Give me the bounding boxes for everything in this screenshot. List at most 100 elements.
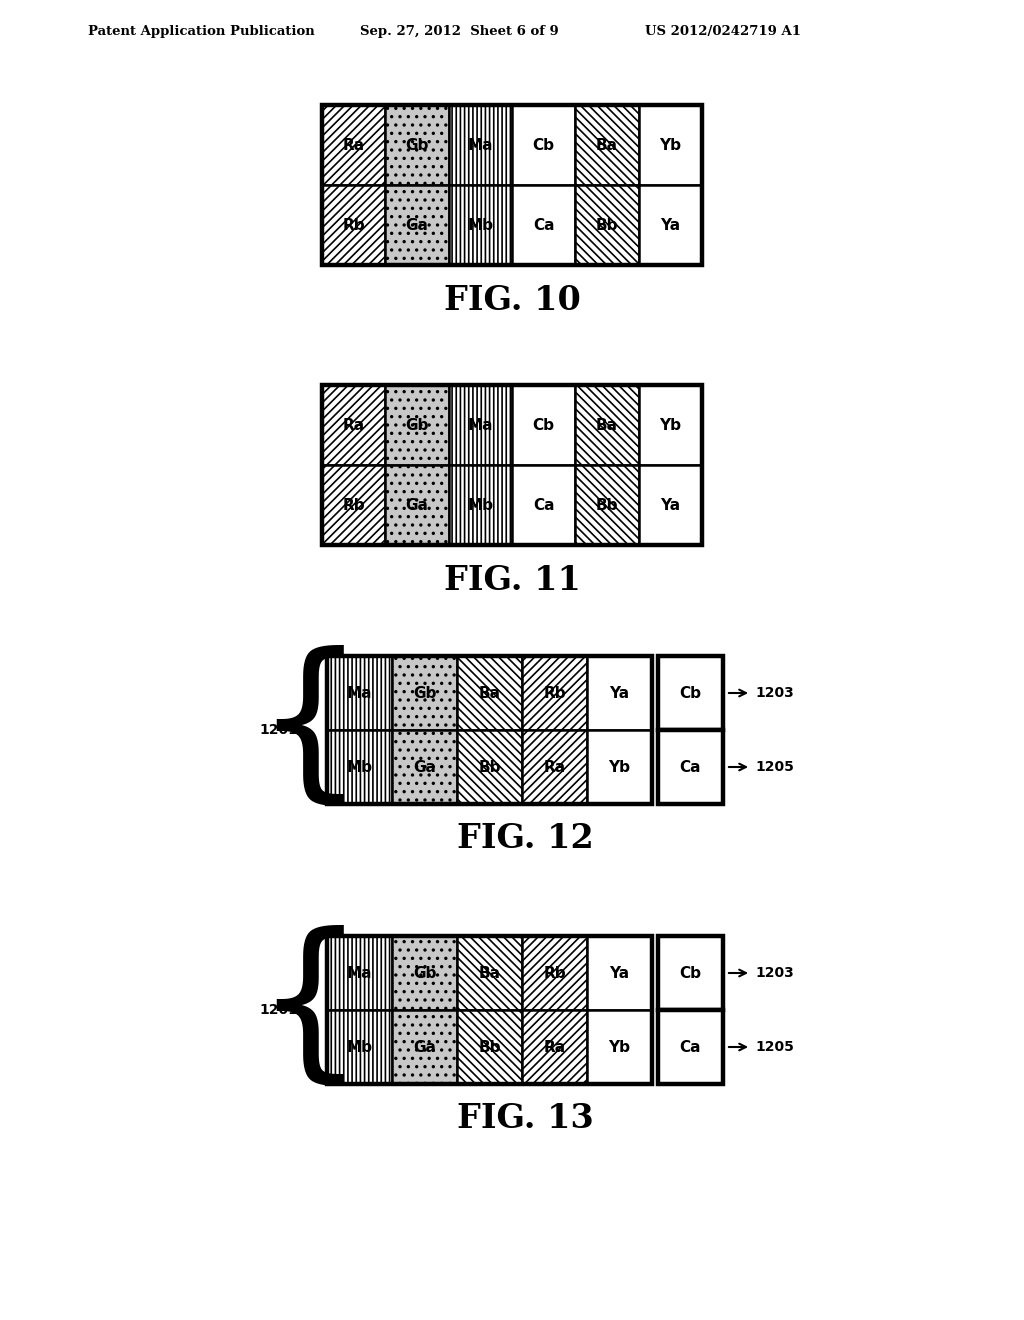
Text: Ya: Ya [660, 498, 680, 512]
Bar [385, 385, 449, 465]
Bar [322, 385, 385, 465]
Text: Gb: Gb [413, 685, 436, 701]
Text: Ba: Ba [596, 417, 618, 433]
Text: Ya: Ya [609, 965, 630, 981]
Bar [392, 936, 457, 1010]
Bar [575, 385, 639, 465]
Text: 1203: 1203 [755, 966, 794, 979]
Bar [658, 656, 723, 730]
Text: Mb: Mb [467, 218, 494, 232]
Bar [385, 185, 449, 265]
Text: Rb: Rb [342, 218, 365, 232]
Text: Ca: Ca [680, 1040, 701, 1055]
Text: Ba: Ba [478, 685, 501, 701]
Text: Cb: Cb [680, 685, 701, 701]
Text: 1203: 1203 [755, 686, 794, 700]
Text: FIG. 11: FIG. 11 [443, 564, 581, 597]
Text: Ma: Ma [468, 137, 494, 153]
Text: Mb: Mb [346, 759, 373, 775]
Bar [522, 730, 587, 804]
Text: Ra: Ra [343, 137, 365, 153]
Text: 1205: 1205 [755, 1040, 794, 1053]
Text: Rb: Rb [543, 685, 566, 701]
Bar [327, 656, 392, 730]
Text: Ca: Ca [532, 498, 554, 512]
Bar [512, 106, 575, 185]
Text: US 2012/0242719 A1: US 2012/0242719 A1 [645, 25, 801, 38]
Text: Ca: Ca [680, 759, 701, 775]
Bar [322, 106, 702, 265]
Text: Ya: Ya [609, 685, 630, 701]
Text: Cb: Cb [680, 965, 701, 981]
Text: FIG. 12: FIG. 12 [457, 822, 593, 855]
Text: Ca: Ca [532, 218, 554, 232]
Bar [457, 1010, 522, 1084]
Text: Yb: Yb [659, 137, 681, 153]
Bar [327, 936, 392, 1010]
Bar [322, 385, 702, 545]
Bar [587, 656, 652, 730]
Bar [449, 385, 512, 465]
Text: Mb: Mb [467, 498, 494, 512]
Bar [327, 1010, 392, 1084]
Text: Gb: Gb [406, 417, 429, 433]
Text: 1205: 1205 [755, 760, 794, 774]
Text: FIG. 10: FIG. 10 [443, 284, 581, 317]
Bar [322, 185, 385, 265]
Bar [639, 106, 702, 185]
Bar [575, 465, 639, 545]
Bar [587, 730, 652, 804]
Text: Ra: Ra [544, 1040, 565, 1055]
Text: {: { [254, 645, 365, 814]
Text: Ba: Ba [478, 965, 501, 981]
Text: Gb: Gb [413, 965, 436, 981]
Text: Yb: Yb [608, 1040, 631, 1055]
Bar [449, 185, 512, 265]
Bar [658, 730, 723, 804]
Text: Sep. 27, 2012  Sheet 6 of 9: Sep. 27, 2012 Sheet 6 of 9 [360, 25, 559, 38]
Text: Yb: Yb [659, 417, 681, 433]
Bar [658, 936, 723, 1010]
Text: Ba: Ba [596, 137, 618, 153]
Text: Bb: Bb [478, 1040, 501, 1055]
Text: Ma: Ma [347, 965, 373, 981]
Bar [658, 1010, 723, 1084]
Bar [327, 730, 392, 804]
Text: Cb: Cb [532, 137, 555, 153]
Text: Rb: Rb [342, 498, 365, 512]
Text: Ma: Ma [468, 417, 494, 433]
Bar [587, 1010, 652, 1084]
Bar [639, 385, 702, 465]
Bar [392, 656, 457, 730]
Bar [457, 656, 522, 730]
Bar [522, 1010, 587, 1084]
Text: Ga: Ga [406, 218, 428, 232]
Bar [385, 106, 449, 185]
Bar [575, 185, 639, 265]
Bar [457, 730, 522, 804]
Text: Ga: Ga [413, 1040, 436, 1055]
Bar [522, 936, 587, 1010]
Text: Bb: Bb [596, 498, 618, 512]
Bar [587, 936, 652, 1010]
Text: Bb: Bb [596, 218, 618, 232]
Bar [449, 106, 512, 185]
Bar [512, 465, 575, 545]
Text: 1201: 1201 [259, 723, 298, 737]
Bar [392, 1010, 457, 1084]
Text: Cb: Cb [532, 417, 555, 433]
Bar [327, 936, 652, 1084]
Text: Ga: Ga [413, 759, 436, 775]
Text: Gb: Gb [406, 137, 429, 153]
Bar [322, 465, 385, 545]
Text: Bb: Bb [478, 759, 501, 775]
Text: Ma: Ma [347, 685, 373, 701]
Bar [322, 106, 385, 185]
Bar [522, 656, 587, 730]
Text: Mb: Mb [346, 1040, 373, 1055]
Text: 1201: 1201 [259, 1003, 298, 1016]
Bar [512, 385, 575, 465]
Text: Rb: Rb [543, 965, 566, 981]
Text: Ra: Ra [343, 417, 365, 433]
Text: Patent Application Publication: Patent Application Publication [88, 25, 314, 38]
